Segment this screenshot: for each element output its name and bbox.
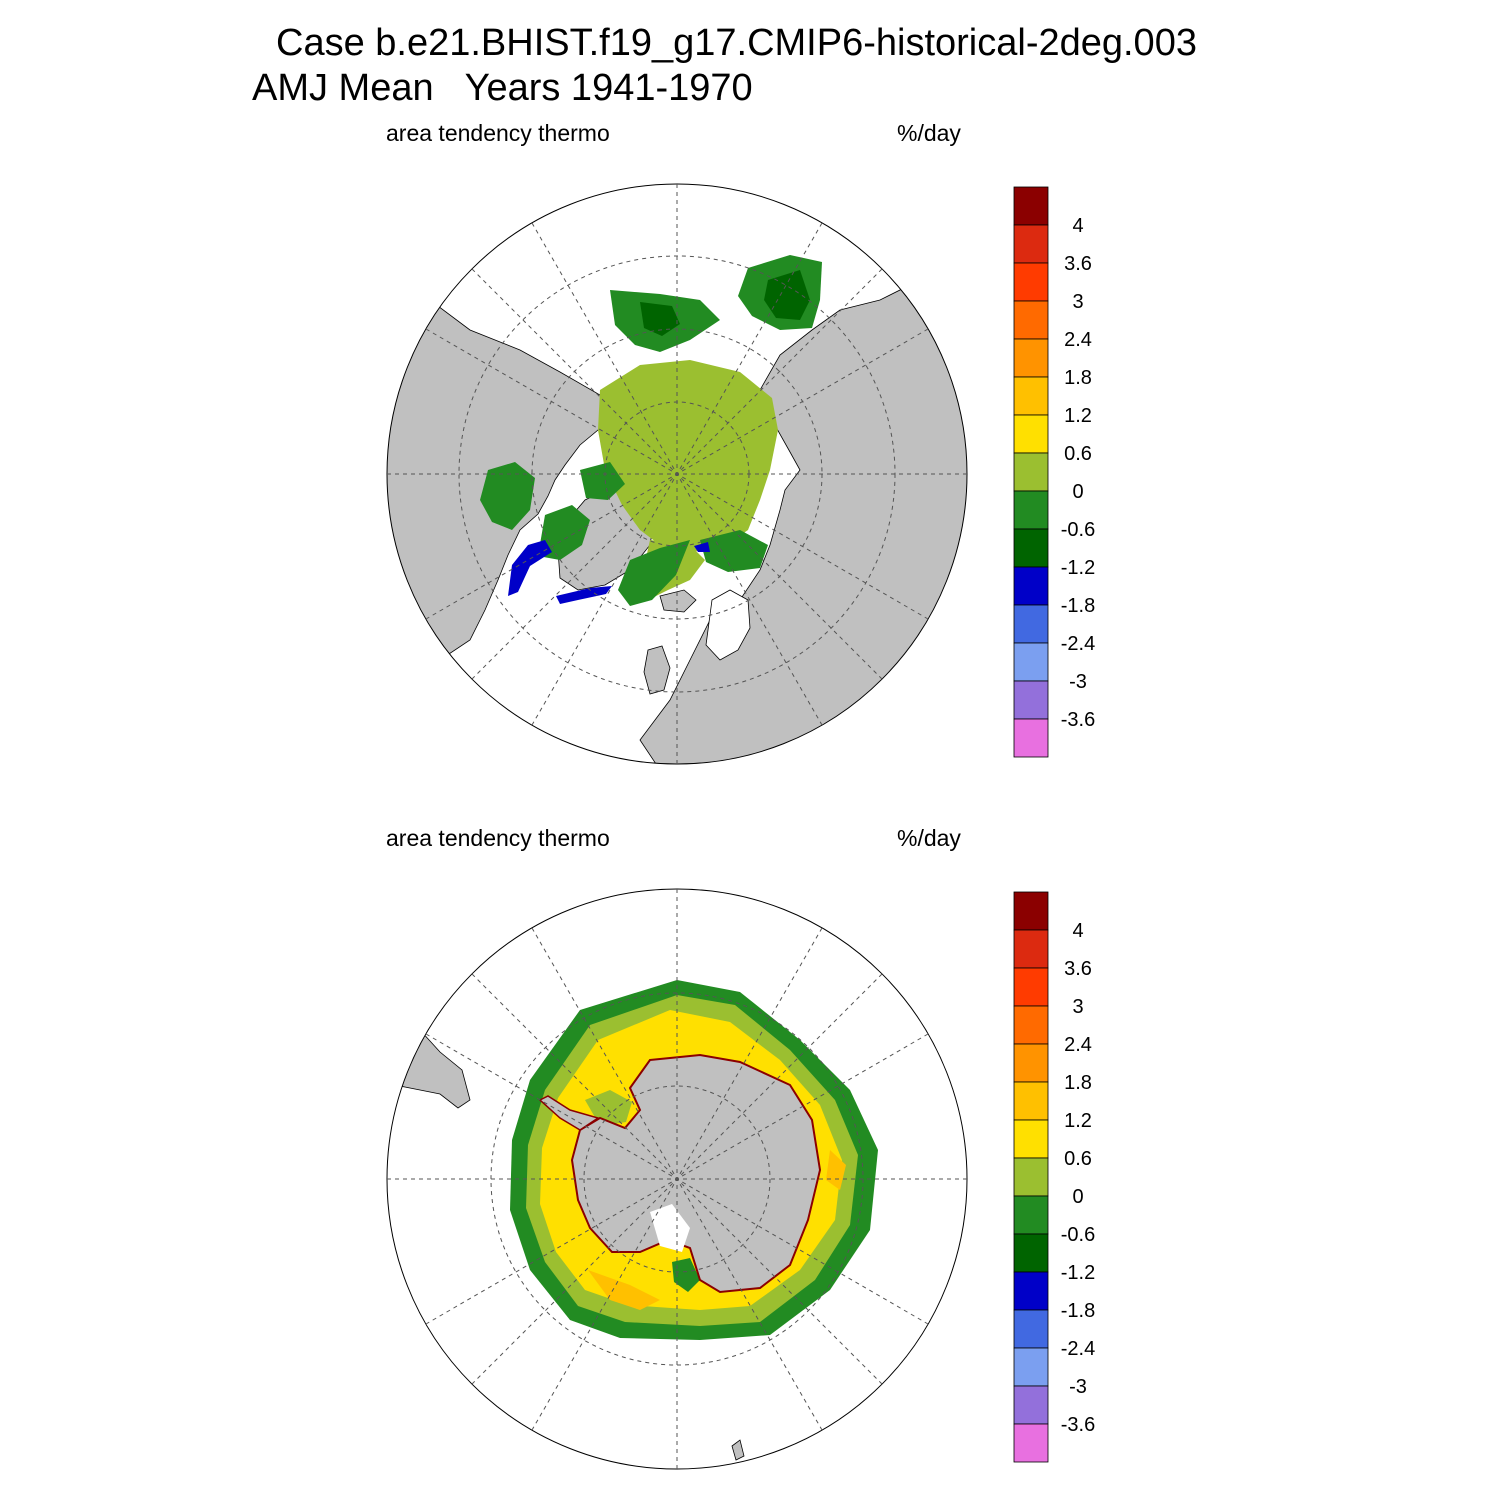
south-graticule [386,888,968,1470]
south-colorbar-tick-label: -1.2 [1061,1262,1095,1284]
north-ice-barents-negative [694,542,710,552]
north-colorbar: 4 3.6 3 2.4 1.8 1.2 0.6 0 -0.6 -1.2 -1.8 -2.4 -3 -3.6 [1013,186,1095,758]
north-colorbar-tick-label: -1.2 [1061,557,1095,579]
south-panel-units-label: %/day [897,825,961,851]
south-colorbar-swatch [1013,967,1049,1007]
south-colorbar-swatch [1013,891,1049,931]
south-land-peninsula [538,1095,600,1131]
north-colorbar-tick-label: 2.4 [1064,329,1092,351]
south-ice-amundsen-dark [672,1258,700,1292]
south-ice-yellow-orange-patch [588,1270,660,1310]
north-colorbar-tick-label: 1.8 [1064,367,1092,389]
north-colorbar-swatch [1013,604,1049,644]
south-colorbar-swatch [1013,1271,1049,1311]
south-colorbar-swatch [1013,1119,1049,1159]
north-colorbar-tick-label: -1.8 [1061,595,1095,617]
south-colorbar-tick-label: 0 [1072,1186,1083,1208]
south-colorbar-swatch [1013,1233,1049,1273]
south-ice-ross-orange [826,1150,846,1190]
north-colorbar-tick-label: 3.6 [1064,253,1092,275]
south-colorbar-tick-label: -0.6 [1061,1224,1095,1246]
south-colorbar-tick-label: 1.2 [1064,1110,1092,1132]
south-colorbar-tick-label: -2.4 [1061,1338,1095,1360]
north-graticule [386,183,968,765]
north-polar-map [386,183,968,765]
south-colorbar-tick-label: 3.6 [1064,958,1092,980]
north-colorbar-swatch [1013,376,1049,416]
north-colorbar-swatch [1013,490,1049,530]
north-panel-units-label: %/day [897,120,961,146]
south-colorbar-swatch [1013,929,1049,969]
south-colorbar-swatch [1013,1157,1049,1197]
south-colorbar-tick-label: -3.6 [1061,1414,1095,1436]
north-colorbar-swatch [1013,300,1049,340]
north-ice-okhotsk-core [764,270,810,320]
figure-title-case: Case b.e21.BHIST.f19_g17.CMIP6-historica… [276,22,1197,64]
north-colorbar-swatch [1013,262,1049,302]
north-ice-baffin-bay [580,462,625,500]
north-land-iceland [659,589,697,613]
north-colorbar-swatch [1013,414,1049,454]
north-colorbar-tick-label: 4 [1072,215,1083,237]
north-colorbar-swatch [1013,186,1049,226]
north-colorbar-tick-label: 0 [1072,481,1083,503]
north-ice-labrador-negative [508,540,552,596]
south-colorbar-tick-label: -1.8 [1061,1300,1095,1322]
north-colorbar-tick-label: 1.2 [1064,405,1092,427]
north-colorbar-tick-label: -3 [1069,671,1087,693]
south-colorbar-swatch [1013,1081,1049,1121]
north-colorbar-swatch [1013,224,1049,264]
north-colorbar-swatch [1013,566,1049,606]
north-ice-barents-sea [700,530,768,572]
north-land-scandinavia [705,589,751,661]
south-polar-map [386,888,968,1470]
south-land-ross-shelf [650,1204,690,1252]
south-colorbar-swatch [1013,1195,1049,1235]
south-colorbar-tick-label: 2.4 [1064,1034,1092,1056]
south-colorbar-tick-label: 4 [1072,920,1083,942]
north-colorbar-tick-label: 0.6 [1064,443,1092,465]
north-colorbar-swatch [1013,338,1049,378]
south-colorbar: 4 3.6 3 2.4 1.8 1.2 0.6 0 -0.6 -1.2 -1.8 -2.4 -3 -3.6 [1013,891,1095,1463]
north-colorbar-tick-label: -2.4 [1061,633,1095,655]
north-colorbar-swatch [1013,718,1049,758]
south-panel-variable-label: area tendency thermo [386,825,610,851]
south-colorbar-tick-label: -3 [1069,1376,1087,1398]
north-colorbar-tick-label: 3 [1072,291,1083,313]
north-panel-variable-label: area tendency thermo [386,120,610,146]
north-ice-east-greenland [618,540,690,606]
north-colorbar-swatch [1013,452,1049,492]
north-colorbar-swatch [1013,642,1049,682]
south-colorbar-swatch [1013,1385,1049,1425]
south-colorbar-swatch [1013,1309,1049,1349]
north-ice-bering-core [640,302,680,336]
south-colorbar-swatch [1013,1043,1049,1083]
north-land-uk [643,645,671,695]
north-colorbar-swatch [1013,680,1049,720]
south-colorbar-swatch [1013,1423,1049,1463]
north-ice-labrador-edge [556,586,612,604]
south-colorbar-swatch [1013,1347,1049,1387]
south-colorbar-tick-label: 1.8 [1064,1072,1092,1094]
north-colorbar-tick-label: -3.6 [1061,709,1095,731]
north-colorbar-tick-label: -0.6 [1061,519,1095,541]
figure-title-period: AMJ Mean Years 1941-1970 [252,67,753,109]
north-colorbar-swatch [1013,528,1049,568]
south-land-new-zealand [731,1439,745,1461]
north-ice-central-arctic [598,360,778,552]
south-colorbar-tick-label: 3 [1072,996,1083,1018]
south-colorbar-tick-label: 0.6 [1064,1148,1092,1170]
south-colorbar-swatch [1013,1005,1049,1045]
north-ice-hudson-bay [480,462,535,530]
